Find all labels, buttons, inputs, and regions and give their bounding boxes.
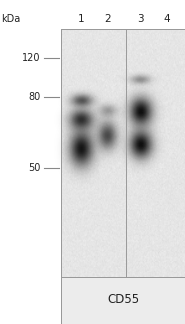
Text: 3: 3 (137, 15, 144, 24)
Text: 50: 50 (28, 164, 41, 173)
Text: 2: 2 (104, 15, 111, 24)
Text: 120: 120 (22, 53, 41, 63)
Text: 4: 4 (163, 15, 170, 24)
Bar (61, 29, 185, 277)
Bar (61, 29, 185, 324)
Text: 1: 1 (78, 15, 85, 24)
Text: kDa: kDa (1, 15, 21, 24)
Bar (61, 277, 185, 324)
Text: CD55: CD55 (107, 293, 139, 306)
Text: 80: 80 (28, 92, 41, 102)
